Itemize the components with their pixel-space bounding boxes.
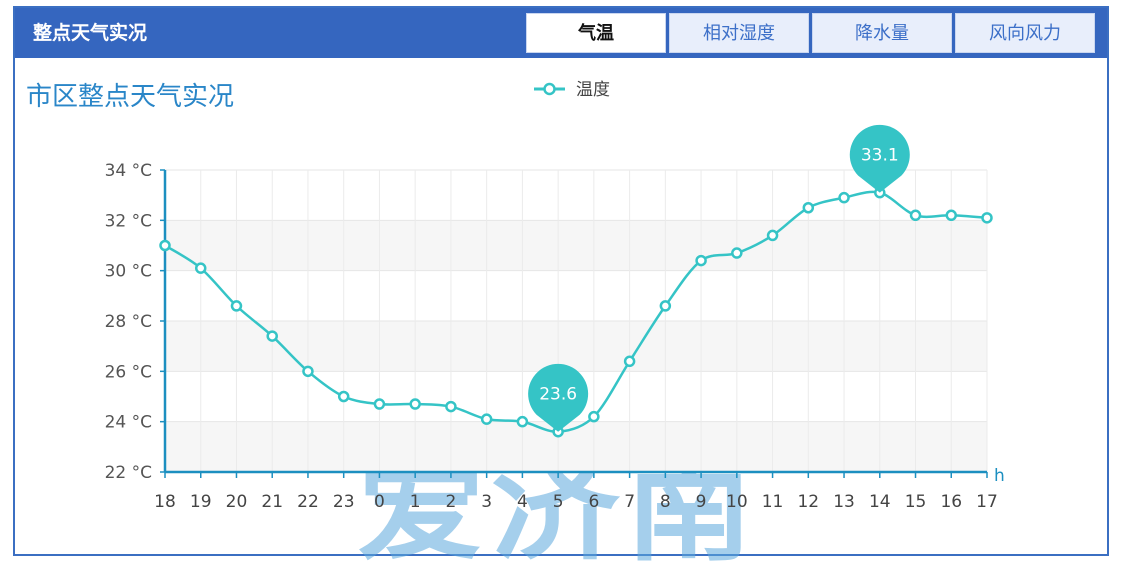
- y-tick-label: 22 °C: [105, 463, 152, 483]
- data-point: [695, 254, 707, 267]
- tab-precipitation[interactable]: 降水量: [812, 13, 952, 53]
- x-tick-label: 19: [190, 492, 212, 512]
- x-tick-label: 1: [410, 492, 421, 512]
- data-point: [445, 400, 457, 413]
- x-tick-label: 21: [261, 492, 283, 512]
- y-tick-label: 32 °C: [105, 211, 152, 231]
- y-tick-label: 26 °C: [105, 362, 152, 382]
- data-point: [945, 209, 958, 222]
- tab-temperature[interactable]: 气温: [526, 13, 666, 53]
- data-point: [909, 209, 922, 222]
- grid-band: [165, 321, 987, 372]
- y-tick-label: 30 °C: [105, 262, 152, 282]
- x-tick-label: 16: [940, 492, 962, 512]
- x-tick-label: 5: [553, 492, 564, 512]
- panel-header: 整点天气实况 气温 相对湿度 降水量 风向风力: [15, 8, 1107, 58]
- x-tick-label: 14: [869, 492, 891, 512]
- header-title: 整点天气实况: [33, 22, 148, 44]
- x-tick-label: 17: [976, 492, 998, 512]
- data-point: [266, 330, 278, 342]
- grid-band: [165, 270, 987, 321]
- legend-label: 温度: [576, 80, 610, 100]
- tab-humidity[interactable]: 相对湿度: [669, 13, 809, 53]
- x-tick-label: 23: [333, 492, 355, 512]
- x-tick-label: 0: [374, 492, 385, 512]
- x-axis-unit: h: [994, 466, 1005, 486]
- marker-label: 23.6: [539, 385, 577, 405]
- data-point: [838, 191, 850, 204]
- data-point: [159, 239, 171, 252]
- data-point: [516, 415, 529, 428]
- x-tick-label: 7: [624, 492, 635, 512]
- data-point: [659, 300, 672, 312]
- grid-band: [165, 220, 987, 271]
- grid-band: [165, 421, 987, 472]
- x-tick-label: 15: [905, 492, 927, 512]
- x-tick-label: 20: [226, 492, 248, 512]
- data-point: [981, 212, 993, 224]
- x-tick-label: 9: [696, 492, 707, 512]
- y-tick-label: 28 °C: [105, 312, 152, 332]
- data-point: [623, 355, 636, 368]
- data-point: [302, 365, 314, 378]
- chart-title: 市区整点天气实况: [26, 82, 235, 112]
- data-point: [802, 202, 815, 214]
- tab-wind[interactable]: 风向风力: [955, 13, 1095, 53]
- x-tick-label: 22: [297, 492, 319, 512]
- pin-marker: [849, 124, 910, 193]
- data-point: [731, 247, 743, 259]
- pin-marker: [528, 363, 589, 432]
- x-tick-label: 8: [660, 492, 671, 512]
- data-point: [588, 410, 600, 423]
- x-tick-label: 12: [797, 492, 819, 512]
- data-point: [766, 229, 779, 242]
- x-tick-label: 3: [481, 492, 492, 512]
- y-tick-label: 24 °C: [105, 413, 152, 433]
- data-point: [230, 300, 243, 312]
- data-point: [373, 398, 386, 410]
- data-point: [480, 413, 493, 425]
- y-tick-label: 34 °C: [105, 161, 152, 181]
- legend-marker: [543, 82, 556, 96]
- x-tick-label: 10: [726, 492, 748, 512]
- x-tick-label: 6: [588, 492, 599, 512]
- marker-label: 33.1: [861, 146, 899, 166]
- x-tick-label: 4: [517, 492, 528, 512]
- x-tick-label: 18: [154, 492, 176, 512]
- data-point: [337, 390, 350, 403]
- data-point: [194, 262, 207, 274]
- data-point: [409, 398, 421, 410]
- x-tick-label: 2: [445, 492, 456, 512]
- x-tick-label: 11: [762, 492, 784, 512]
- x-tick-label: 13: [833, 492, 855, 512]
- tab-bar: 气温 相对湿度 降水量 风向风力: [523, 13, 1095, 53]
